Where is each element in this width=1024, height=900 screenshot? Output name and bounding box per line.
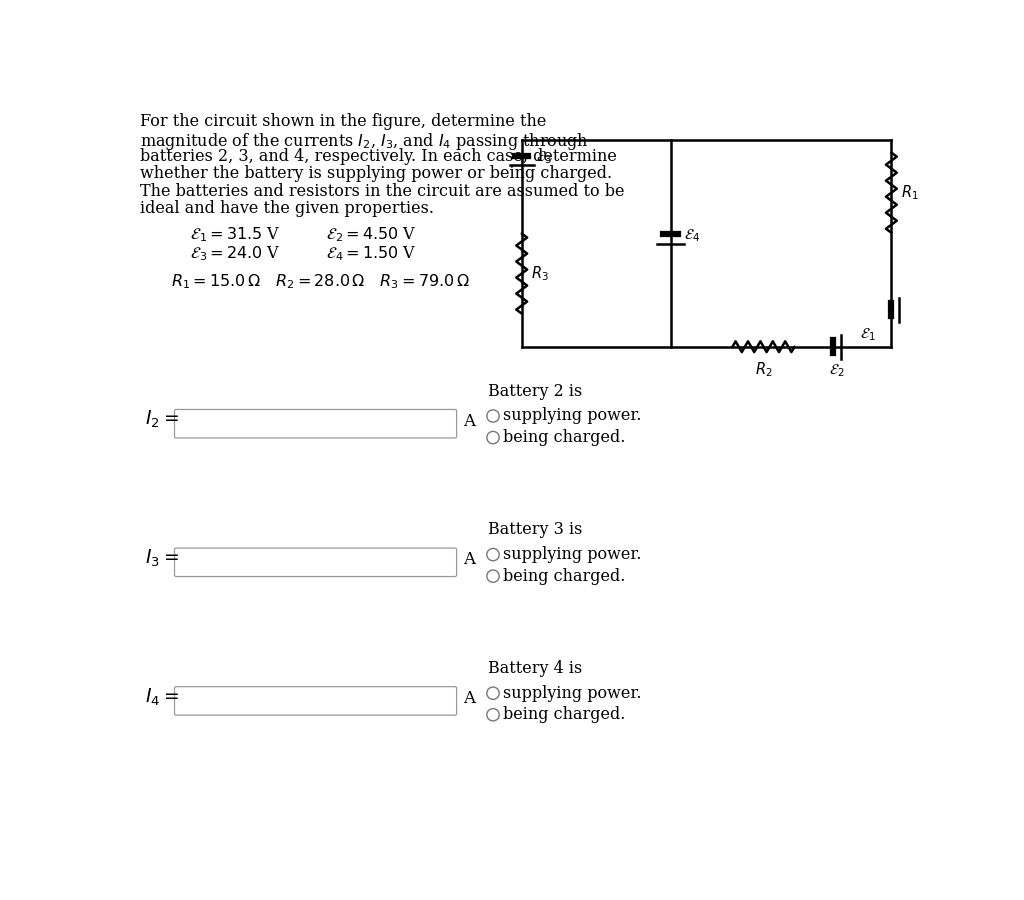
Text: $\mathcal{E}_2 = 4.50$ V: $\mathcal{E}_2 = 4.50$ V bbox=[326, 225, 417, 244]
Text: $R_2$: $R_2$ bbox=[755, 361, 772, 379]
Text: A: A bbox=[463, 552, 475, 569]
Text: $\mathcal{E}_4$: $\mathcal{E}_4$ bbox=[684, 228, 700, 244]
Text: $\mathcal{E}_3$: $\mathcal{E}_3$ bbox=[536, 148, 552, 166]
Text: Battery 3 is: Battery 3 is bbox=[488, 521, 583, 538]
Text: $I_3 =$: $I_3 =$ bbox=[145, 548, 179, 569]
Text: Battery 4 is: Battery 4 is bbox=[488, 660, 583, 677]
Text: being charged.: being charged. bbox=[503, 429, 626, 446]
Text: Battery 2 is: Battery 2 is bbox=[488, 382, 583, 400]
Text: $I_4 =$: $I_4 =$ bbox=[145, 687, 179, 707]
Text: $R_1$: $R_1$ bbox=[901, 184, 919, 202]
Text: being charged.: being charged. bbox=[503, 706, 626, 724]
FancyBboxPatch shape bbox=[174, 687, 457, 716]
Text: $R_3$: $R_3$ bbox=[531, 265, 549, 283]
Text: ideal and have the given properties.: ideal and have the given properties. bbox=[139, 200, 433, 217]
Text: supplying power.: supplying power. bbox=[503, 685, 642, 702]
Text: whether the battery is supplying power or being charged.: whether the battery is supplying power o… bbox=[139, 166, 611, 183]
Text: $R_1 = 15.0\,\Omega\quad R_2 = 28.0\,\Omega\quad R_3 = 79.0\,\Omega$: $R_1 = 15.0\,\Omega\quad R_2 = 28.0\,\Om… bbox=[171, 273, 470, 292]
Text: supplying power.: supplying power. bbox=[503, 408, 642, 425]
Text: $\mathcal{E}_4 = 1.50$ V: $\mathcal{E}_4 = 1.50$ V bbox=[326, 244, 417, 263]
Text: $\mathcal{E}_2$: $\mathcal{E}_2$ bbox=[829, 362, 845, 379]
Text: being charged.: being charged. bbox=[503, 568, 626, 585]
Text: batteries 2, 3, and 4, respectively. In each case, determine: batteries 2, 3, and 4, respectively. In … bbox=[139, 148, 616, 165]
Text: magnitude of the currents $I_2$, $I_3$, and $I_4$ passing through: magnitude of the currents $I_2$, $I_3$, … bbox=[139, 130, 589, 152]
Text: A: A bbox=[463, 413, 475, 430]
Text: $I_2 =$: $I_2 =$ bbox=[145, 410, 179, 430]
Text: $\mathcal{E}_1 = 31.5$ V: $\mathcal{E}_1 = 31.5$ V bbox=[190, 225, 281, 244]
Text: $\mathcal{E}_1$: $\mathcal{E}_1$ bbox=[860, 327, 876, 344]
Text: supplying power.: supplying power. bbox=[503, 546, 642, 563]
Text: The batteries and resistors in the circuit are assumed to be: The batteries and resistors in the circu… bbox=[139, 183, 624, 200]
Text: A: A bbox=[463, 690, 475, 707]
FancyBboxPatch shape bbox=[174, 548, 457, 577]
Text: For the circuit shown in the figure, determine the: For the circuit shown in the figure, det… bbox=[139, 113, 546, 130]
FancyBboxPatch shape bbox=[174, 410, 457, 438]
Text: $\mathcal{E}_3 = 24.0$ V: $\mathcal{E}_3 = 24.0$ V bbox=[190, 244, 281, 263]
